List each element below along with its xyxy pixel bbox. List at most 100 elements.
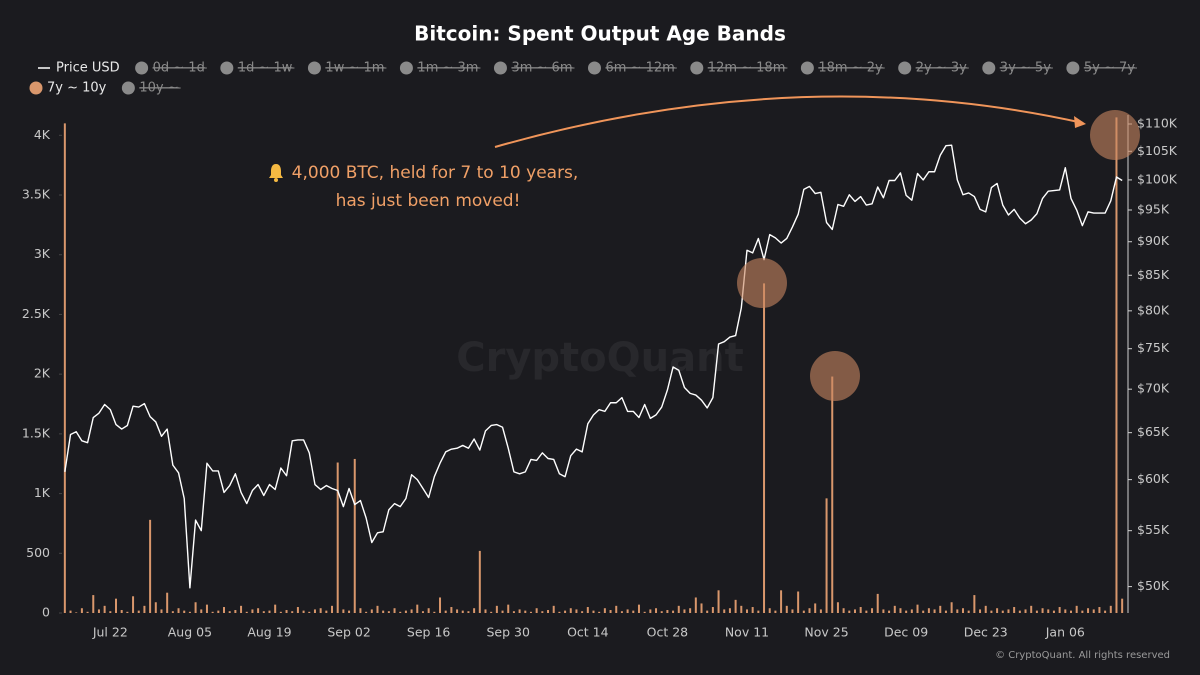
bar: [723, 609, 726, 613]
legend-item[interactable]: Price USD: [38, 61, 120, 76]
bar: [973, 595, 976, 613]
bar: [285, 610, 288, 613]
legend-item[interactable]: 1w ~ 1m: [307, 61, 387, 76]
legend-item[interactable]: 0d ~ 1d: [135, 61, 207, 76]
bar: [166, 592, 169, 613]
legend-item[interactable]: 1d ~ 1w: [220, 61, 295, 76]
bar: [433, 611, 436, 613]
bar: [683, 609, 686, 613]
bar: [541, 611, 544, 613]
legend-marker: [121, 81, 135, 95]
bar: [245, 611, 248, 613]
legend-item[interactable]: 3m ~ 6m: [493, 61, 575, 76]
bar: [893, 605, 896, 613]
bar: [444, 610, 447, 613]
bar: [939, 605, 942, 613]
bar: [808, 608, 811, 613]
bar: [666, 610, 669, 613]
bar: [188, 611, 191, 613]
x-tick-label: Dec 09: [884, 625, 928, 640]
y-tick-label: 500: [26, 545, 50, 560]
bar: [376, 605, 379, 613]
bar: [689, 608, 692, 613]
bar: [501, 610, 504, 613]
bar: [871, 608, 874, 613]
x-tick-label: Jul 22: [92, 625, 128, 640]
x-tick-label: Aug 19: [247, 625, 291, 640]
bar: [1081, 610, 1084, 613]
bar: [484, 609, 487, 613]
footer: © CryptoQuant. All rights reserved: [995, 650, 1170, 661]
legend-marker: [982, 61, 996, 75]
bar: [348, 610, 351, 613]
y2-tick-label: $75K: [1137, 340, 1170, 355]
bar: [439, 597, 442, 613]
bar: [734, 599, 737, 613]
bar: [586, 607, 589, 613]
bar: [814, 603, 817, 613]
bar: [1047, 609, 1050, 613]
bar: [660, 611, 663, 613]
legend-item[interactable]: 3y ~ 5y: [982, 61, 1053, 76]
bar: [933, 609, 936, 613]
x-tick-label: Jan 06: [1045, 625, 1085, 640]
bar: [251, 609, 254, 613]
bar: [103, 605, 106, 613]
price-line: [64, 144, 1123, 589]
bar: [97, 609, 100, 613]
bar: [768, 608, 771, 613]
bar: [620, 611, 623, 613]
bar: [296, 607, 299, 613]
bar: [1121, 598, 1124, 613]
bar: [382, 610, 385, 613]
bar: [399, 611, 402, 613]
bar: [1058, 607, 1061, 613]
bar: [63, 123, 66, 613]
legend-item[interactable]: 5y ~ 7y: [1066, 61, 1137, 76]
legend-item[interactable]: 10y ~: [121, 81, 181, 96]
bar: [615, 605, 618, 613]
bar: [495, 605, 498, 613]
bar: [529, 611, 532, 613]
bar: [655, 608, 658, 613]
y-tick-label: 3K: [34, 246, 51, 261]
bar: [194, 602, 197, 613]
bar: [916, 604, 919, 613]
bar: [643, 611, 646, 613]
legend-item[interactable]: 6m ~ 12m: [587, 61, 677, 76]
legend-marker: [493, 61, 507, 75]
y2-tick-label: $70K: [1137, 381, 1170, 396]
x-tick-label: Nov 11: [725, 625, 769, 640]
bar: [86, 611, 89, 613]
bar: [996, 608, 999, 613]
bar: [797, 591, 800, 613]
y-tick-label: 4K: [34, 127, 51, 142]
bar: [410, 609, 413, 613]
bar: [1007, 609, 1010, 613]
legend-item[interactable]: 7y ~ 10y: [29, 81, 107, 96]
x-tick-label: Sep 30: [487, 625, 530, 640]
legend-item[interactable]: 18m ~ 2y: [800, 61, 885, 76]
bar: [279, 611, 282, 613]
bar: [700, 603, 703, 613]
bar: [461, 610, 464, 613]
legend-item[interactable]: 12m ~ 18m: [690, 61, 788, 76]
bar: [592, 610, 595, 613]
bar: [308, 611, 311, 613]
bar: [1098, 607, 1101, 613]
bar: [842, 608, 845, 613]
legend-marker: [587, 61, 601, 75]
bar: [848, 610, 851, 613]
bar: [115, 598, 118, 613]
bar: [632, 610, 635, 613]
bar: [223, 607, 226, 613]
bar: [1115, 117, 1118, 613]
bar: [910, 609, 913, 613]
legend-item[interactable]: 2y ~ 3y: [898, 61, 969, 76]
legend-item[interactable]: 1m ~ 3m: [399, 61, 481, 76]
bar: [416, 604, 419, 613]
legend-marker: [1066, 61, 1080, 75]
bar: [984, 605, 987, 613]
bar: [774, 610, 777, 613]
bar: [319, 608, 322, 613]
